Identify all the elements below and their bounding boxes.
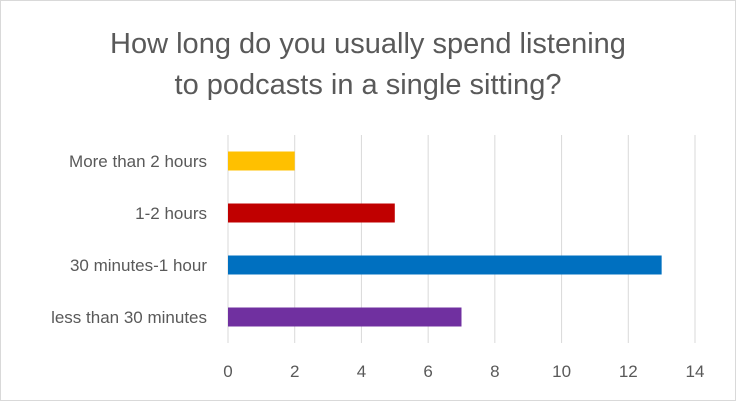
x-tick-label: 4 xyxy=(357,362,366,381)
category-label: 30 minutes-1 hour xyxy=(70,256,207,275)
bars xyxy=(228,151,662,327)
x-tick-label: 8 xyxy=(490,362,499,381)
x-tick-labels: 0 2 4 6 8 10 12 14 xyxy=(223,362,704,381)
category-labels: More than 2 hours 1-2 hours 30 minutes-1 h… xyxy=(51,152,207,327)
x-tick-label: 12 xyxy=(619,362,638,381)
x-tick-label: 10 xyxy=(552,362,571,381)
x-tick-label: 6 xyxy=(423,362,432,381)
category-label: less than 30 minutes xyxy=(51,308,207,327)
bar xyxy=(228,255,662,275)
chart-title: How long do you usually spend listening … xyxy=(0,24,736,106)
chart-title-line-2: to podcasts in a single sitting? xyxy=(174,69,562,101)
chart-title-line-1: How long do you usually spend listening xyxy=(110,28,626,60)
x-tick-label: 0 xyxy=(223,362,232,381)
category-label: More than 2 hours xyxy=(69,152,207,171)
bar xyxy=(228,203,395,223)
category-label: 1-2 hours xyxy=(135,204,207,223)
bar xyxy=(228,307,462,327)
bar xyxy=(228,151,295,171)
x-tick-label: 2 xyxy=(290,362,299,381)
x-tick-label: 14 xyxy=(686,362,705,381)
